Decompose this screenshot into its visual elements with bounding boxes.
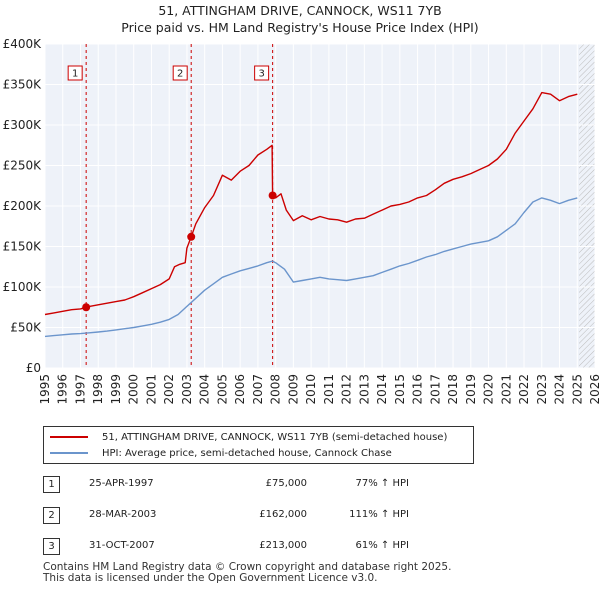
x-tick-label: 2024 [553, 374, 567, 405]
x-tick-label: 1995 [38, 374, 52, 405]
transaction-number: 2 [43, 507, 60, 524]
series-line-hpi [44, 197, 578, 338]
x-tick-label: 2015 [393, 374, 407, 405]
x-tick-label: 2016 [411, 374, 425, 405]
y-tick-label: £400K [3, 37, 43, 51]
x-tick-label: 2001 [144, 374, 158, 405]
transaction-price: £162,000 [259, 509, 307, 520]
x-tick-label: 2006 [233, 374, 247, 405]
y-tick-label: £100K [3, 280, 43, 294]
transaction-hpi-change: 77% ↑ HPI [355, 478, 409, 489]
transaction-row: 1 25-APR-1997 £75,000 77% ↑ HPI [43, 476, 463, 494]
chart-legend: 51, ATTINGHAM DRIVE, CANNOCK, WS11 7YB (… [43, 426, 474, 464]
x-tick-label: 2009 [286, 374, 300, 405]
sale-marker-label: 3 [258, 69, 264, 80]
sale-marker-box [172, 65, 188, 81]
x-tick-label: 2026 [588, 374, 600, 405]
x-tick-label: 2018 [446, 374, 460, 405]
x-tick-label: 2011 [322, 374, 336, 405]
transaction-number: 3 [43, 538, 60, 555]
x-tick-label: 2019 [464, 374, 478, 405]
x-tick-label: 2020 [482, 374, 496, 405]
legend-label-hpi: HPI: Average price, semi-detached house,… [102, 447, 392, 459]
x-tick-label: 2013 [357, 374, 371, 405]
x-tick-label: 2012 [340, 374, 354, 405]
sale-point [187, 232, 196, 241]
sale-marker-label: 2 [177, 69, 183, 80]
transaction-hpi-change: 111% ↑ HPI [349, 509, 409, 520]
x-tick-label: 2004 [198, 374, 212, 405]
x-tick-label: 2008 [269, 374, 283, 405]
y-tick-label: £250K [3, 159, 43, 173]
sale-marker-box [67, 65, 83, 81]
sale-point [82, 303, 91, 312]
x-tick-label: 2014 [375, 374, 389, 405]
transaction-price: £213,000 [259, 540, 307, 551]
legend-item-property: 51, ATTINGHAM DRIVE, CANNOCK, WS11 7YB (… [50, 430, 447, 444]
transaction-number: 1 [43, 476, 60, 493]
x-tick-label: 2002 [162, 374, 176, 405]
sale-marker-box [254, 65, 270, 81]
y-tick-label: £300K [3, 118, 43, 132]
legend-swatch-property [50, 436, 88, 438]
y-tick-label: £50K [10, 321, 42, 335]
transaction-row: 3 31-OCT-2007 £213,000 61% ↑ HPI [43, 538, 463, 556]
sale-marker-label: 1 [72, 69, 78, 80]
y-tick-label: £0 [26, 361, 41, 375]
x-tick-label: 1999 [109, 374, 123, 405]
x-tick-label: 1996 [56, 374, 70, 405]
x-tick-label: 2017 [428, 374, 442, 405]
x-tick-label: 2003 [180, 374, 194, 405]
legend-label-property: 51, ATTINGHAM DRIVE, CANNOCK, WS11 7YB (… [102, 431, 448, 443]
sale-point [268, 191, 277, 200]
x-tick-label: 1997 [73, 374, 87, 405]
x-tick-label: 2000 [127, 374, 141, 405]
price-chart: 1 2 3 £0 £50K £100K £150K £200K £250K £300K £350K £… [3, 37, 600, 405]
series-line-property [44, 91, 578, 316]
x-tick-label: 1998 [91, 374, 105, 405]
transaction-price: £75,000 [265, 478, 307, 489]
chart-subtitle: Price paid vs. HM Land Registry's House … [121, 20, 479, 35]
transaction-hpi-change: 61% ↑ HPI [355, 540, 409, 551]
transaction-date: 25-APR-1997 [89, 478, 154, 489]
y-tick-label: £350K [3, 78, 43, 92]
x-tick-label: 2010 [304, 374, 318, 405]
y-tick-label: £200K [3, 199, 43, 213]
transaction-date: 31-OCT-2007 [89, 540, 155, 551]
x-tick-label: 2023 [535, 374, 549, 405]
x-tick-label: 2025 [570, 374, 584, 405]
legend-swatch-hpi [50, 452, 88, 454]
footer-license: This data is licensed under the Open Gov… [43, 572, 378, 584]
x-tick-label: 2022 [517, 374, 531, 405]
footer-copyright: Contains HM Land Registry data © Crown c… [43, 561, 452, 573]
chart-title: 51, ATTINGHAM DRIVE, CANNOCK, WS11 7YB [158, 3, 442, 18]
transaction-date: 28-MAR-2003 [89, 509, 157, 520]
x-tick-label: 2021 [499, 374, 513, 405]
x-tick-label: 2005 [215, 374, 229, 405]
transaction-row: 2 28-MAR-2003 £162,000 111% ↑ HPI [43, 507, 463, 525]
y-tick-label: £150K [3, 240, 43, 254]
legend-item-hpi: HPI: Average price, semi-detached house,… [50, 446, 392, 460]
x-tick-label: 2007 [251, 374, 265, 405]
